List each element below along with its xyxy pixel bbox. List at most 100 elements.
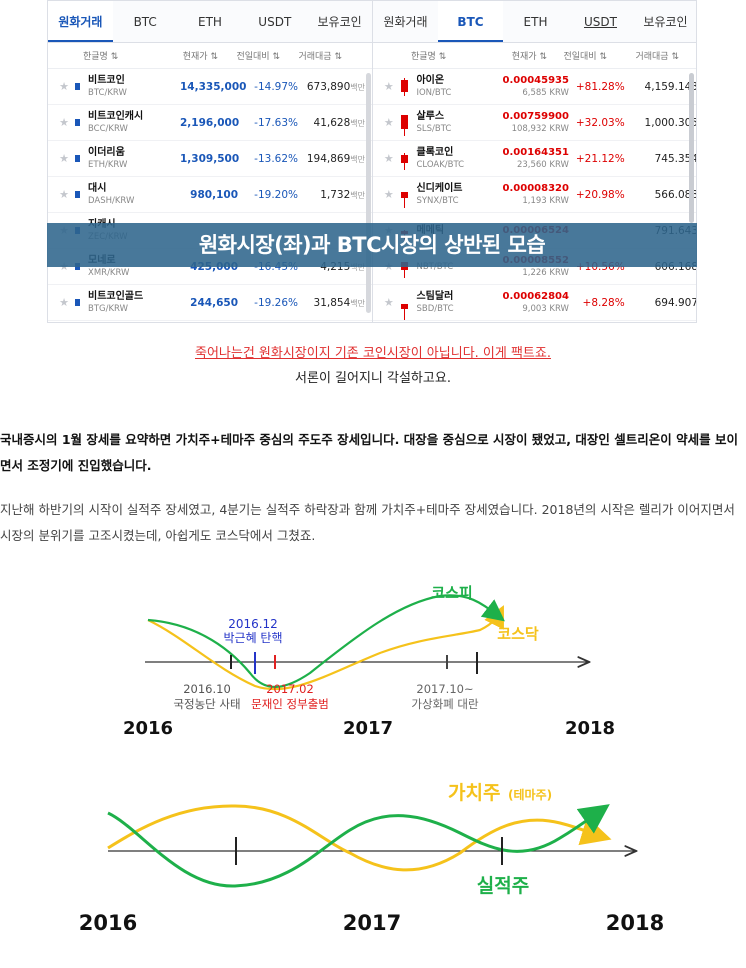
coin-pair: CLOAK/BTC [416,160,465,170]
coin-korean-name: 신디케이트 [416,183,463,194]
coin-pair: BCC/KRW [88,124,128,134]
coin-price-btc: 0.00008320 [502,183,569,194]
favorite-star-icon[interactable]: ★ [383,188,394,201]
column-name[interactable]: 한글명 ⇅ [83,52,119,62]
coin-pair: SYNX/BTC [416,196,459,206]
tab-holdings[interactable]: 보유코인 [643,15,688,29]
column-price[interactable]: 현재가 ⇅ [511,52,547,62]
krw-scrollbar[interactable] [366,73,371,313]
tab-btc[interactable]: BTC [133,15,157,29]
table-row[interactable]: ★ 이더리움 ETH/KRW 1,309,500 -13.62% 194,869백만 [48,141,372,177]
favorite-star-icon[interactable]: ★ [59,188,69,201]
event-date-2016-10: 2016.10 [183,682,231,696]
candle-chart-icon [399,148,411,170]
caption-red: 죽어나는건 원화시장이지 기존 코인시장이 아닙니다. 이게 팩트죠. [0,344,746,364]
event-impeachment: 박근혜 탄핵 [223,631,282,645]
overlay-caption: 원화시장(좌)과 BTC시장의 상반된 모습 [47,223,697,267]
coin-change: +32.03% [575,116,625,129]
favorite-star-icon[interactable]: ★ [59,116,69,129]
coin-price-krw: 108,932 KRW [499,123,569,135]
coin-change: -13.62% [254,152,298,165]
table-row[interactable]: ★ 대시 DASH/KRW 980,100 -19.20% 1,732백만 [48,177,372,213]
favorite-star-icon[interactable]: ★ [383,116,394,129]
column-volume[interactable]: 거래대금 ⇅ [635,52,679,62]
tab-eth[interactable]: ETH [523,15,548,29]
event-crypto-crash: 가상화폐 대란 [411,697,479,711]
coin-price-krw: 1,193 KRW [499,195,569,207]
paragraph-summary: 국내증시의 1월 장세를 요약하면 가치주+테마주 중심의 주도주 장세입니다.… [0,432,738,473]
tab-krw[interactable]: 원화거래 [48,1,113,42]
table-row[interactable]: ★ 비트코인골드 BTG/KRW 244,650 -19.26% 31,854백만 [48,285,372,321]
candle-chart-icon [399,184,411,208]
event-new-government: 문재인 정부출범 [251,697,329,711]
favorite-star-icon[interactable]: ★ [383,296,394,309]
table-row[interactable]: ★ 살루스 SLS/BTC 0.00759900 108,932 KRW +32.03% 1… [373,105,696,141]
coin-volume: 745.354 [654,152,697,165]
tab-usdt[interactable]: USDT [258,15,292,29]
coin-volume: 566.088 [654,188,697,201]
favorite-star-icon[interactable]: ★ [383,80,394,93]
kosdaq-label: 코스닥 [497,625,539,643]
chart-mini-icon [75,119,80,126]
earnings-stock-label: 실적주 [477,875,529,897]
event-date-2017-10: 2017.10~ [416,682,473,696]
btc-coin-list: ★ 아이온 ION/BTC 0.00045935 6,585 KRW +81.28% 4,1… [373,69,697,321]
market-screenshot: 원화거래 BTC ETH USDT 보유코인 한글명 ⇅ 현재가 ⇅ 전일대비 … [47,0,697,323]
table-row[interactable]: ★ 비트코인캐시 BCC/KRW 2,196,000 -17.63% 41,628백만 [48,105,372,141]
earnings-stock-line [107,804,610,888]
column-change[interactable]: 전일대비 ⇅ [563,52,607,62]
btc-scrollbar[interactable] [689,73,694,223]
favorite-star-icon[interactable]: ★ [59,80,69,93]
coin-korean-name: 살루스 [416,111,445,122]
coin-volume: 194,869백만 [298,153,365,165]
coin-volume-value: 1,732 [320,188,351,201]
coin-volume-value: 194,869 [306,152,351,165]
chart-mini-icon [75,155,80,162]
coin-name: 살루스 SLS/BTC [416,110,498,135]
column-name[interactable]: 한글명 ⇅ [411,52,447,62]
tab-btc[interactable]: BTC [438,1,503,42]
krw-market-panel: 원화거래 BTC ETH USDT 보유코인 한글명 ⇅ 현재가 ⇅ 전일대비 … [48,1,373,322]
table-row[interactable]: ★ 클록코인 CLOAK/BTC 0.00164351 23,560 KRW +21.12… [373,141,697,177]
candle-chart-icon [399,292,411,320]
tab-usdt[interactable]: USDT [568,1,633,42]
table-row[interactable]: ★ 아이온 ION/BTC 0.00045935 6,585 KRW +81.28% 4,1… [373,69,696,105]
coin-korean-name: 비트코인캐시 [88,111,144,122]
coin-price-krw: 6,585 KRW [499,87,569,99]
coin-volume: 41,628백만 [298,117,365,129]
table-row[interactable]: ★ 스팀달러 SBD/BTC 0.00062804 9,003 KRW +8.28% 694… [373,285,696,321]
coin-price-krw: 1,226 KRW [499,267,569,279]
krw-unit: KRW [549,160,569,170]
tab-eth[interactable]: ETH [198,15,222,29]
coin-price-btc: 0.00062804 [502,291,569,302]
kospi-line [147,594,505,688]
favorite-star-icon[interactable]: ★ [59,152,69,165]
tab-holdings[interactable]: 보유코인 [317,15,362,29]
table-row[interactable]: ★ 비트코인 BTC/KRW 14,335,000 -14.97% 673,890백만 [48,69,372,105]
coin-change: +81.28% [575,80,625,93]
favorite-star-icon[interactable]: ★ [59,296,69,309]
year-2017: 2017 [343,911,401,935]
chart-mini-icon [75,83,80,90]
column-volume[interactable]: 거래대금 ⇅ [298,52,342,62]
favorite-star-icon[interactable]: ★ [383,152,394,165]
event-date-2016-12: 2016.12 [228,617,278,631]
table-row[interactable]: ★ 신디케이트 SYNX/BTC 0.00008320 1,193 KRW +20.98%… [373,177,697,213]
column-change[interactable]: 전일대비 ⇅ [236,52,280,62]
btc-market-panel: 원화거래 BTC ETH USDT 보유코인 한글명 ⇅ 현재가 ⇅ 전일대비 … [373,1,697,322]
coin-price-krw-value: 6,585 [522,88,547,98]
coin-change: -14.97% [254,80,298,93]
event-state-scandal: 국정농단 사태 [173,697,240,711]
event-date-2017-02: 2017.02 [266,682,314,696]
coin-volume: 673,890백만 [298,81,365,93]
coin-change: +8.28% [582,296,625,309]
krw-coin-list: ★ 비트코인 BTC/KRW 14,335,000 -14.97% 673,890백만 ★ 비… [48,69,372,321]
coin-korean-name: 비트코인 [88,75,125,86]
coin-price: 2,196,000 [180,116,240,129]
coin-price: 0.00008320 1,193 KRW [499,182,569,207]
column-price[interactable]: 현재가 ⇅ [182,52,218,62]
coin-price-krw-value: 1,226 [522,268,547,278]
tab-krw[interactable]: 원화거래 [383,15,428,29]
coin-price-krw-value: 1,193 [522,196,547,206]
kosdaq-line [147,605,504,691]
